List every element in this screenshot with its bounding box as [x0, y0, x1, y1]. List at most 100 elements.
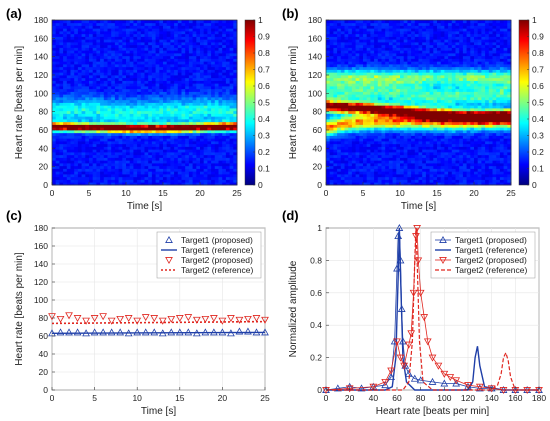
- heatmap-cell: [93, 138, 97, 141]
- heatmap-cell: [356, 92, 360, 95]
- heatmap-cell: [207, 136, 211, 139]
- heatmap-cell: [352, 160, 356, 163]
- heatmap-cell: [130, 100, 134, 103]
- heatmap-cell: [433, 155, 437, 158]
- heatmap-cell: [393, 171, 397, 174]
- heatmap-cell: [145, 92, 149, 95]
- heatmap-cell: [108, 111, 112, 114]
- heatmap-cell: [119, 116, 123, 119]
- heatmap-cell: [226, 171, 230, 174]
- heatmap-cell: [367, 83, 371, 86]
- heatmap-cell: [108, 125, 112, 128]
- heatmap-cell: [167, 31, 171, 34]
- heatmap-cell: [111, 136, 115, 139]
- heatmap-cell: [400, 89, 404, 92]
- heatmap-cell: [119, 136, 123, 139]
- heatmap-cell: [63, 105, 67, 108]
- heatmap-cell: [404, 111, 408, 114]
- heatmap-cell: [182, 122, 186, 125]
- heatmap-cell: [230, 147, 234, 150]
- heatmap-cell: [374, 67, 378, 70]
- heatmap-cell: [148, 144, 152, 147]
- heatmap-cell: [141, 180, 145, 183]
- colorbar-tick-label: 0.7: [258, 65, 270, 75]
- heatmap-cell: [330, 92, 334, 95]
- heatmap-cell: [96, 171, 100, 174]
- heatmap-cell: [370, 158, 374, 161]
- heatmap-cell: [133, 158, 137, 161]
- heatmap-cell: [141, 50, 145, 53]
- heatmap-cell: [108, 81, 112, 84]
- heatmap-cell: [207, 152, 211, 155]
- heatmap-cell: [396, 64, 400, 67]
- heatmap-cell: [71, 94, 75, 97]
- heatmap-cell: [400, 155, 404, 158]
- heatmap-cell: [78, 116, 82, 119]
- heatmap-cell: [189, 67, 193, 70]
- heatmap-cell: [341, 67, 345, 70]
- heatmap-cell: [119, 152, 123, 155]
- heatmap-cell: [389, 89, 393, 92]
- heatmap-cell: [96, 125, 100, 128]
- heatmap-cell: [63, 94, 67, 97]
- heatmap-cell: [148, 111, 152, 114]
- heatmap-cell: [411, 166, 415, 169]
- heatmap-cell: [393, 61, 397, 64]
- heatmap-cell: [196, 108, 200, 111]
- heatmap-cell: [367, 125, 371, 128]
- heatmap-cell: [389, 111, 393, 114]
- heatmap-cell: [159, 70, 163, 73]
- heatmap-cell: [207, 147, 211, 150]
- heatmap-cell: [126, 144, 130, 147]
- heatmap-cell: [93, 53, 97, 56]
- heatmap-cell: [52, 42, 56, 45]
- heatmap-cell: [230, 20, 234, 23]
- heatmap-cell: [430, 50, 434, 53]
- heatmap-cell: [52, 83, 56, 86]
- heatmap-cell: [119, 61, 123, 64]
- heatmap-cell: [411, 34, 415, 37]
- heatmap-cell: [167, 158, 171, 161]
- heatmap-cell: [396, 160, 400, 163]
- heatmap-cell: [222, 111, 226, 114]
- heatmap-cell: [156, 155, 160, 158]
- heatmap-cell: [215, 141, 219, 144]
- heatmap-cell: [163, 75, 167, 78]
- heatmap-cell: [426, 59, 430, 62]
- heatmap-cell: [196, 122, 200, 125]
- heatmap-cell: [126, 127, 130, 130]
- heatmap-cell: [204, 42, 208, 45]
- heatmap-cell: [419, 169, 423, 172]
- heatmap-cell: [67, 122, 71, 125]
- heatmap-cell: [393, 160, 397, 163]
- heatmap-cell: [352, 133, 356, 136]
- heatmap-cell: [356, 144, 360, 147]
- heatmap-cell: [437, 75, 441, 78]
- heatmap-cell: [341, 26, 345, 29]
- heatmap-cell: [141, 144, 145, 147]
- heatmap-cell: [389, 70, 393, 73]
- heatmap-cell: [363, 64, 367, 67]
- heatmap-cell: [122, 136, 126, 139]
- heatmap-cell: [133, 86, 137, 89]
- heatmap-cell: [115, 136, 119, 139]
- heatmap-cell: [389, 171, 393, 174]
- heatmap-cell: [196, 59, 200, 62]
- heatmap-cell: [145, 61, 149, 64]
- heatmap-cell: [89, 81, 93, 84]
- heatmap-cell: [182, 23, 186, 26]
- heatmap-cell: [422, 141, 426, 144]
- heatmap-cell: [156, 108, 160, 111]
- heatmap-cell: [148, 114, 152, 117]
- heatmap-cell: [204, 100, 208, 103]
- heatmap-cell: [130, 160, 134, 163]
- heatmap-cell: [93, 160, 97, 163]
- heatmap-cell: [163, 136, 167, 139]
- heatmap-cell: [430, 31, 434, 34]
- heatmap-cell: [215, 20, 219, 23]
- heatmap-cell: [341, 92, 345, 95]
- heatmap-cell: [367, 45, 371, 48]
- heatmap-cell: [148, 83, 152, 86]
- heatmap-cell: [56, 166, 60, 169]
- heatmap-cell: [430, 100, 434, 103]
